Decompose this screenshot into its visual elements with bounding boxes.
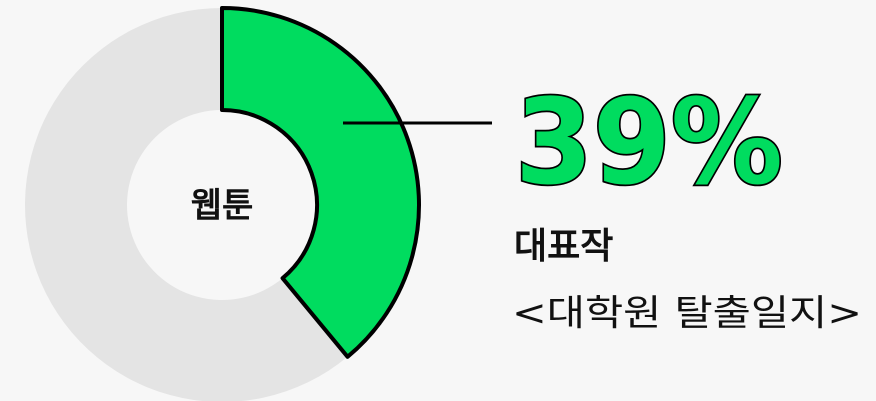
donut — [25, 6, 421, 401]
donut-segment — [25, 8, 348, 401]
annotation-title: 대표작 — [514, 226, 613, 267]
annotation-work: <대학원 탈출일지> — [512, 293, 862, 334]
donut-segment — [220, 6, 421, 359]
center-label: 웹툰 — [191, 186, 254, 226]
value-label: 39% — [515, 73, 783, 211]
